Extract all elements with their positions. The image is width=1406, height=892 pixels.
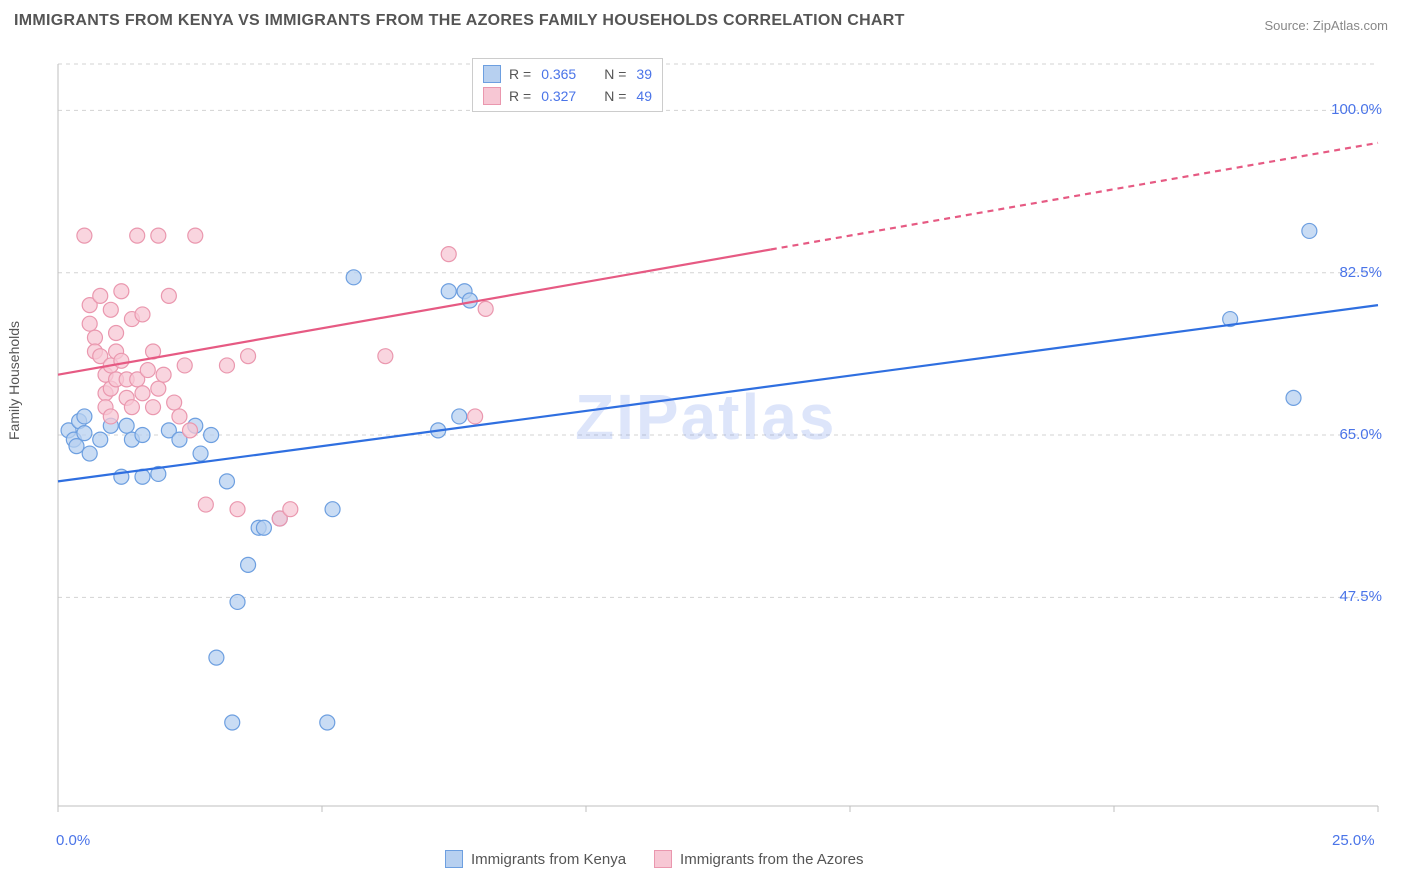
- y-tick-label: 100.0%: [1331, 101, 1382, 118]
- legend-swatch: [483, 65, 501, 83]
- y-axis-label: Family Households: [6, 321, 22, 440]
- legend-swatch: [654, 850, 672, 868]
- legend-swatch: [483, 87, 501, 105]
- scatter-plot: [48, 56, 1388, 826]
- legend-n-value: 39: [636, 66, 652, 82]
- legend-stats-row: R = 0.365 N = 39: [483, 63, 652, 85]
- legend-n-value: 49: [636, 88, 652, 104]
- legend-stats: R = 0.365 N = 39 R = 0.327 N = 49: [472, 58, 663, 112]
- legend-series-label: Immigrants from the Azores: [680, 851, 863, 868]
- legend-series-item: Immigrants from Kenya: [445, 850, 626, 868]
- legend-series: Immigrants from Kenya Immigrants from the…: [445, 850, 863, 868]
- legend-n-label: N =: [604, 66, 626, 82]
- y-tick-label: 82.5%: [1339, 264, 1382, 281]
- legend-r-label: R =: [509, 66, 531, 82]
- legend-n-label: N =: [604, 88, 626, 104]
- legend-r-label: R =: [509, 88, 531, 104]
- source-label: Source: ZipAtlas.com: [1264, 18, 1388, 33]
- x-tick-label: 0.0%: [56, 832, 90, 849]
- legend-r-value: 0.365: [541, 66, 576, 82]
- legend-stats-row: R = 0.327 N = 49: [483, 85, 652, 107]
- y-tick-label: 65.0%: [1339, 426, 1382, 443]
- legend-series-label: Immigrants from Kenya: [471, 851, 626, 868]
- chart-container: IMMIGRANTS FROM KENYA VS IMMIGRANTS FROM…: [0, 0, 1406, 892]
- x-tick-label: 25.0%: [1332, 832, 1375, 849]
- legend-swatch: [445, 850, 463, 868]
- legend-series-item: Immigrants from the Azores: [654, 850, 863, 868]
- y-tick-label: 47.5%: [1339, 588, 1382, 605]
- legend-r-value: 0.327: [541, 88, 576, 104]
- chart-title: IMMIGRANTS FROM KENYA VS IMMIGRANTS FROM…: [14, 12, 905, 30]
